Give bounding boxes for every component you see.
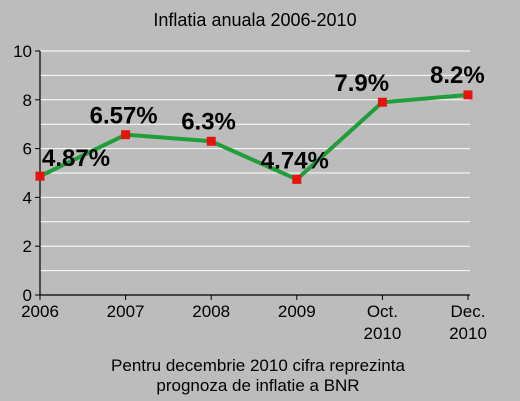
data-label: 7.9% xyxy=(334,70,389,97)
data-label: 4.87% xyxy=(42,145,110,172)
data-markers xyxy=(35,90,473,184)
x-tick-label: Dec. xyxy=(451,302,486,321)
data-point xyxy=(292,174,302,184)
x-tick-label: 2007 xyxy=(107,302,145,321)
x-tick-label: Oct. xyxy=(367,302,398,321)
y-tick-label: 4 xyxy=(23,188,32,207)
x-tick-label: 2009 xyxy=(278,302,316,321)
data-point xyxy=(121,130,131,140)
series-line xyxy=(39,92,469,182)
footnote-line-2: prognoza de inflatie a BNR xyxy=(156,376,359,395)
y-tick-label: 8 xyxy=(23,91,32,110)
data-label: 6.57% xyxy=(90,103,158,130)
data-point xyxy=(463,90,473,100)
grid-lines xyxy=(40,50,470,272)
data-point xyxy=(377,97,387,107)
x-tick-label: 2008 xyxy=(192,302,230,321)
y-tick-label: 10 xyxy=(13,42,32,61)
y-tick-label: 2 xyxy=(23,237,32,256)
y-tick-label: 0 xyxy=(23,286,32,305)
chart-title: Inflatia anuala 2006-2010 xyxy=(153,10,356,30)
footnote-line-1: Pentru decembrie 2010 cifra reprezinta xyxy=(111,356,405,375)
x-axis-ticks: 2006 2007 2008 2009 Oct. 2010 Dec. 2010 xyxy=(21,295,487,343)
y-axis-ticks: 0 2 4 6 8 10 xyxy=(13,42,40,305)
x-tick-label: 2006 xyxy=(21,302,59,321)
data-labels: 4.87% 6.57% 6.3% 4.74% 7.9% 8.2% xyxy=(42,62,485,174)
x-tick-label: 2010 xyxy=(449,324,487,343)
x-tick-label: 2010 xyxy=(363,324,401,343)
data-label: 8.2% xyxy=(430,62,485,89)
data-label: 6.3% xyxy=(181,108,236,135)
data-label: 4.74% xyxy=(261,147,329,174)
data-point xyxy=(206,136,216,146)
y-tick-label: 6 xyxy=(23,140,32,159)
data-point xyxy=(35,171,45,181)
